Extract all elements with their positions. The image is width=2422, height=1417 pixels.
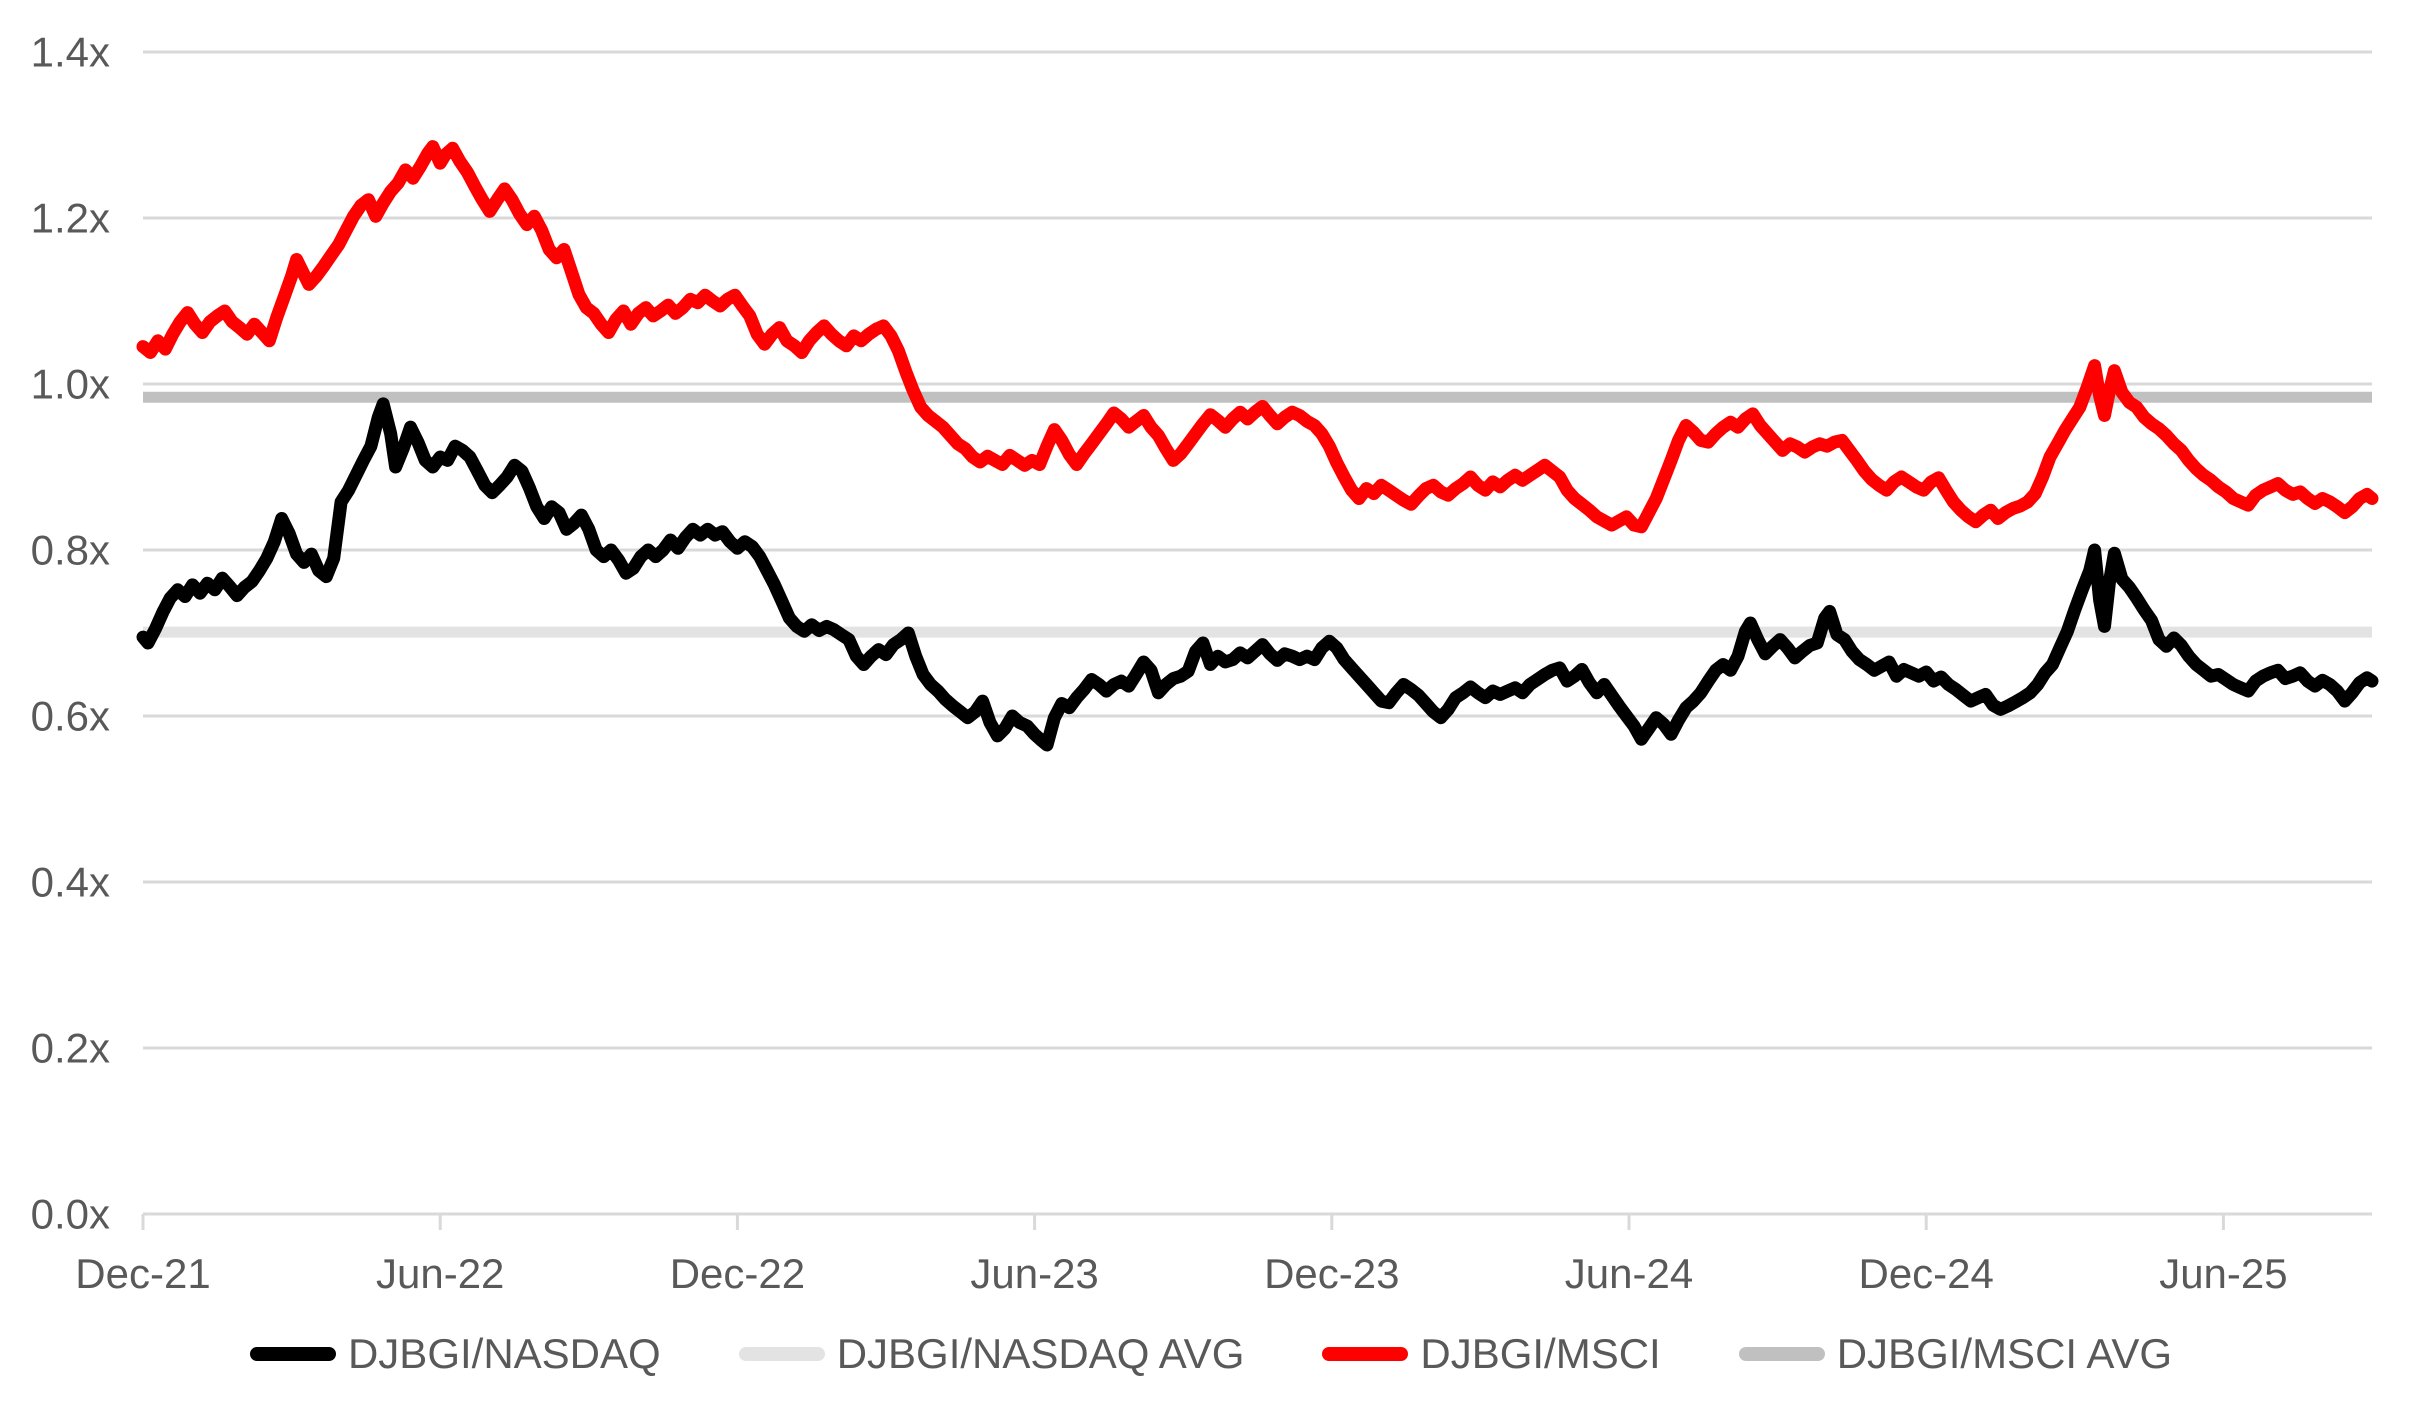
chart-legend: DJBGI/NASDAQ DJBGI/NASDAQ AVG DJBGI/MSCI… [0, 1318, 2422, 1390]
x-tick-label: Dec-22 [670, 1250, 805, 1297]
series-line [136, 140, 2379, 534]
data-series-lines [136, 140, 2379, 752]
legend-label: DJBGI/NASDAQ [347, 1330, 661, 1377]
y-tick-label: 0.4x [31, 859, 110, 906]
x-tick-label: Dec-21 [75, 1250, 210, 1297]
series-line [136, 397, 2379, 752]
x-tick-label: Jun-22 [376, 1250, 504, 1297]
x-axis-labels: Dec-21 Jun-22 Dec-22 Jun-23 Dec-23 Jun-24 Dec-… [75, 1250, 2287, 1297]
legend-item-djbgi-msci-avg: DJBGI/MSCI AVG [1738, 1330, 2173, 1377]
legend-swatch-gray-line [1738, 1347, 1825, 1361]
y-tick-label: 0.8x [31, 527, 110, 574]
y-tick-label: 1.4x [31, 29, 110, 76]
y-tick-label: 0.2x [31, 1025, 110, 1072]
x-tick-label: Jun-24 [1565, 1250, 1693, 1297]
average-reference-lines [143, 391, 2372, 638]
x-tick-label: Jun-23 [970, 1250, 1098, 1297]
legend-item-djbgi-nasdaq-avg: DJBGI/NASDAQ AVG [738, 1330, 1245, 1377]
y-tick-label: 0.0x [31, 1191, 110, 1238]
x-axis-ticks [141, 1214, 2225, 1230]
legend-item-djbgi-msci: DJBGI/MSCI [1322, 1330, 1661, 1377]
y-tick-label: 1.2x [31, 195, 110, 242]
x-tick-label: Dec-24 [1858, 1250, 1993, 1297]
y-tick-label: 0.6x [31, 693, 110, 740]
legend-label: DJBGI/MSCI AVG [1836, 1330, 2173, 1377]
legend-label: DJBGI/NASDAQ AVG [836, 1330, 1245, 1377]
y-tick-label: 1.0x [31, 361, 110, 408]
y-axis-labels: 0.0x 0.2x 0.4x 0.6x 0.8x 1.0x 1.2x 1.4x [31, 29, 110, 1238]
legend-swatch-red-line [1322, 1347, 1409, 1361]
legend-swatch-lightgray-line [738, 1347, 825, 1361]
legend-swatch-black-line [249, 1347, 336, 1361]
legend-item-djbgi-nasdaq: DJBGI/NASDAQ [249, 1330, 661, 1377]
x-tick-label: Dec-23 [1264, 1250, 1399, 1297]
x-tick-label: Jun-25 [2159, 1250, 2287, 1297]
legend-label: DJBGI/MSCI [1420, 1330, 1661, 1377]
